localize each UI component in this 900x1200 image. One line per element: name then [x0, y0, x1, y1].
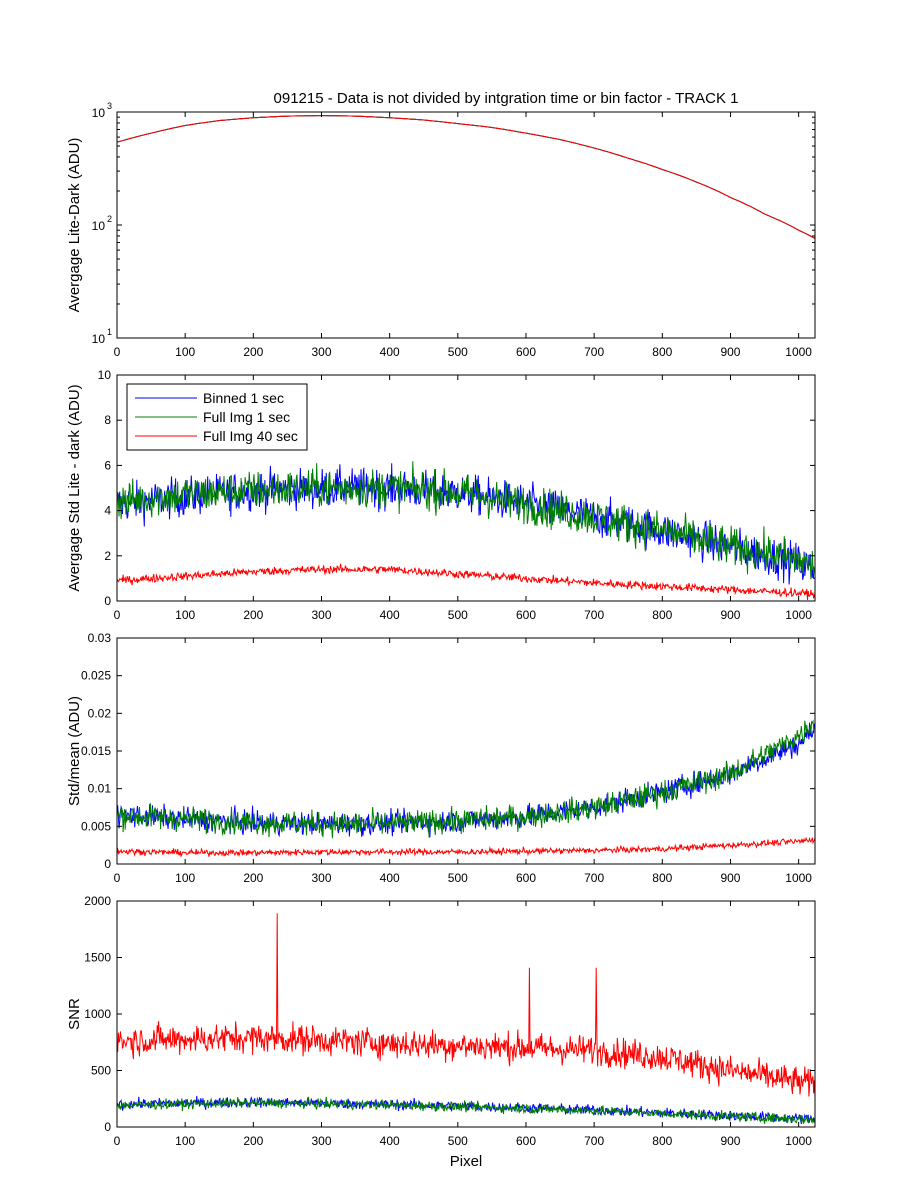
- x-axis-label: Pixel: [450, 1153, 483, 1170]
- y-tick-label: 0.025: [81, 669, 111, 683]
- series-line-3: [117, 836, 815, 858]
- x-tick-label: 400: [380, 871, 400, 885]
- x-tick-label: 800: [652, 1134, 672, 1148]
- y-tick-label: 0: [104, 1120, 111, 1134]
- x-tick-label: 500: [448, 871, 468, 885]
- y-tick-label: 0.005: [81, 819, 111, 833]
- x-tick-label: 0: [114, 1134, 121, 1148]
- x-tick-label: 1000: [785, 1134, 812, 1148]
- series-line-2: [117, 461, 815, 580]
- x-tick-label: 100: [175, 1134, 195, 1148]
- y-tick-label: 0.02: [88, 706, 112, 720]
- legend: Binned 1 sec Full Img 1 sec Full Img 40 se…: [126, 383, 308, 451]
- x-tick-label: 400: [380, 345, 400, 359]
- y-tick-label: 6: [104, 458, 111, 472]
- series-line-3: [117, 1096, 815, 1125]
- x-tick-label: 700: [584, 871, 604, 885]
- x-tick-label: 100: [175, 345, 195, 359]
- y-tick-label: 0: [104, 857, 111, 871]
- y-tick-label: 8: [104, 413, 111, 427]
- x-tick-label: 600: [516, 608, 536, 622]
- legend-entry: Full Img 1 sec: [203, 409, 290, 425]
- x-tick-label: 300: [311, 608, 331, 622]
- x-tick-label: 300: [311, 871, 331, 885]
- x-tick-label: 300: [311, 1134, 331, 1148]
- x-tick-label: 0: [114, 345, 121, 359]
- x-tick-label: 1000: [785, 345, 812, 359]
- y-axis-label: Avergage Lite-Dark (ADU): [66, 138, 83, 313]
- x-tick-label: 200: [243, 345, 263, 359]
- plot-area: [117, 112, 815, 338]
- y-tick-label: 1500: [84, 951, 111, 965]
- y-tick-label: 0.01: [88, 782, 112, 796]
- x-tick-label: 800: [652, 871, 672, 885]
- x-tick-label: 600: [516, 345, 536, 359]
- x-tick-label: 800: [652, 608, 672, 622]
- y-tick-label: 0: [104, 594, 111, 608]
- x-tick-label: 900: [720, 345, 740, 359]
- y-tick-label: 2: [104, 549, 111, 563]
- series-line-1: [117, 913, 815, 1097]
- x-tick-label: 1000: [785, 871, 812, 885]
- legend-entry: Binned 1 sec: [203, 390, 284, 406]
- y-tick-label: 10: [98, 368, 112, 382]
- plot-area: [117, 638, 815, 864]
- x-tick-label: 100: [175, 608, 195, 622]
- y-tick-label: 500: [91, 1064, 111, 1078]
- panel-3: 0 100 200 300 400 500 600 700 800 900 1000 0 0.005 0.…: [66, 631, 816, 885]
- figure-title: 091215 - Data is not divided by intgrati…: [274, 90, 739, 107]
- series-line-3: [117, 115, 815, 239]
- y-tick-label: 0.03: [88, 631, 112, 645]
- y-axis-label: Std/mean (ADU): [66, 696, 83, 806]
- legend-entry: Full Img 40 sec: [203, 428, 298, 444]
- x-tick-label: 800: [652, 345, 672, 359]
- x-tick-label: 700: [584, 608, 604, 622]
- x-tick-label: 0: [114, 871, 121, 885]
- x-tick-label: 200: [243, 871, 263, 885]
- x-tick-label: 500: [448, 345, 468, 359]
- x-tick-label: 900: [720, 871, 740, 885]
- x-tick-label: 500: [448, 608, 468, 622]
- plot-area: [117, 901, 815, 1127]
- x-tick-label: 900: [720, 1134, 740, 1148]
- y-tick-label: 4: [104, 504, 111, 518]
- panel-2: 0 100 200 300 400 500 600 700 800 900 1000 0 2 4 6 8 10 A…: [66, 368, 816, 622]
- x-tick-label: 400: [380, 1134, 400, 1148]
- x-tick-label: 500: [448, 1134, 468, 1148]
- y-tick-label: 10: [92, 219, 106, 233]
- axes-box: [116, 374, 816, 602]
- y-tick-exponent: 3: [107, 101, 112, 111]
- x-tick-label: 900: [720, 608, 740, 622]
- y-axis-label: Avergage Std Lite - dark (ADU): [66, 384, 83, 591]
- x-tick-label: 200: [243, 1134, 263, 1148]
- series-line-3: [117, 563, 815, 600]
- x-tick-label: 200: [243, 608, 263, 622]
- panel-4: 0 100 200 300 400 500 600 700 800 900 1000 0 500 1000…: [66, 894, 816, 1148]
- y-tick-label: 10: [92, 332, 106, 346]
- x-tick-label: 300: [311, 345, 331, 359]
- x-tick-label: 1000: [785, 608, 812, 622]
- y-tick-label: 10: [92, 106, 106, 120]
- y-tick-exponent: 2: [107, 214, 112, 224]
- x-tick-label: 0: [114, 608, 121, 622]
- x-tick-label: 400: [380, 608, 400, 622]
- x-tick-label: 700: [584, 1134, 604, 1148]
- y-tick-label: 1000: [84, 1007, 111, 1021]
- y-tick-label: 2000: [84, 894, 111, 908]
- y-axis-label: SNR: [66, 998, 83, 1030]
- x-tick-label: 600: [516, 1134, 536, 1148]
- x-tick-label: 700: [584, 345, 604, 359]
- y-tick-exponent: 1: [107, 327, 112, 337]
- y-tick-label: 0.015: [81, 744, 111, 758]
- x-tick-label: 600: [516, 871, 536, 885]
- series-line-2: [117, 719, 815, 839]
- x-tick-label: 100: [175, 871, 195, 885]
